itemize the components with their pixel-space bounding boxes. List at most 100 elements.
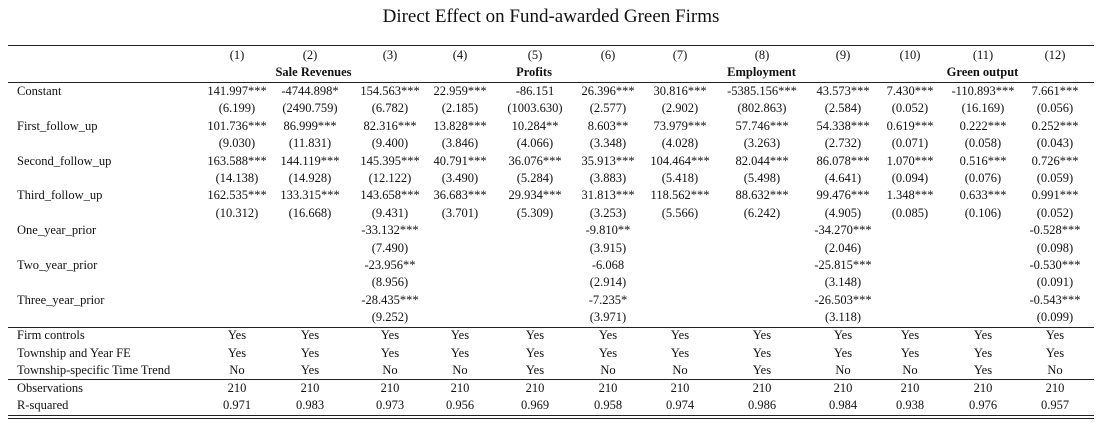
cell-se: (802.863) — [737, 101, 787, 116]
cell-se: (2.902) — [661, 101, 699, 116]
cell: 0.984 — [828, 398, 858, 413]
cell-se: (5.309) — [516, 205, 554, 220]
cell-se: (2.185) — [441, 101, 479, 116]
cell: 0.516*** — [959, 153, 1007, 168]
cell-se: (11.831) — [288, 136, 332, 151]
cell: Yes — [450, 328, 470, 343]
cell-se: (2490.759) — [282, 101, 338, 116]
cell: Yes — [380, 345, 400, 360]
cell-se: (0.071) — [891, 136, 929, 151]
cell: 88.632*** — [735, 188, 789, 203]
cell: No — [672, 362, 688, 377]
cell: -34.270*** — [814, 223, 872, 238]
cell: 210 — [752, 380, 772, 395]
cell: 0.938 — [895, 398, 925, 413]
cell: 210 — [380, 380, 400, 395]
cell: Yes — [670, 345, 690, 360]
cell-se: (9.030) — [218, 136, 256, 151]
cell: 210 — [300, 380, 320, 395]
cell: -4744.898* — [281, 84, 339, 98]
cell: 29.934*** — [508, 188, 562, 203]
cell: 210 — [598, 380, 618, 395]
column-number: (10) — [899, 48, 921, 62]
cell: Yes — [973, 345, 993, 360]
cell-se: (3.263) — [743, 136, 781, 151]
cell: No — [229, 362, 245, 377]
cell: Yes — [525, 345, 545, 360]
cell: 0.252*** — [1031, 118, 1079, 133]
cell: 35.913*** — [581, 153, 635, 168]
cell: 26.396*** — [581, 84, 635, 98]
cell-se: (1003.630) — [507, 101, 563, 116]
cell: 0.971 — [222, 398, 252, 413]
cell-se: (5.418) — [661, 171, 699, 185]
group-header: Green output — [946, 65, 1019, 79]
rule — [8, 379, 1094, 381]
cell: 210 — [1045, 380, 1065, 395]
column-number: (11) — [972, 48, 994, 62]
cell: 143.658*** — [360, 188, 420, 203]
cell-se: (9.252) — [371, 310, 409, 325]
cell: 0.958 — [593, 398, 623, 413]
cell: -86.151 — [515, 84, 555, 98]
cell-se: (0.106) — [964, 205, 1002, 220]
cell: Yes — [752, 362, 772, 377]
cell: -28.435*** — [361, 292, 419, 307]
cell: 57.746*** — [735, 118, 789, 133]
cell-se: (0.052) — [1036, 205, 1074, 220]
cell-se: (2.046) — [824, 240, 862, 255]
cell-se: (3.971) — [589, 310, 627, 325]
cell: -110.893*** — [951, 84, 1015, 98]
cell: 8.603** — [587, 118, 629, 133]
cell-se: (6.199) — [218, 101, 256, 116]
column-number: (2) — [302, 48, 318, 62]
cell: 13.828*** — [433, 118, 487, 133]
column-number: (4) — [452, 48, 468, 62]
cell: -0.530*** — [1029, 258, 1081, 272]
cell-se: (10.312) — [215, 205, 259, 220]
cell-se: (3.846) — [441, 136, 479, 151]
cell-se: (3.915) — [589, 240, 627, 255]
cell: 0.983 — [295, 398, 325, 413]
cell: 0.619*** — [886, 118, 934, 133]
cell: 101.736*** — [207, 118, 267, 133]
cell: Yes — [752, 328, 772, 343]
cell: Yes — [525, 328, 545, 343]
cell-se: (0.052) — [891, 101, 929, 116]
cell-se: (0.058) — [964, 136, 1002, 151]
cell: Yes — [833, 328, 853, 343]
cell: -9.810** — [585, 223, 631, 238]
cell: 82.316*** — [363, 118, 417, 133]
row-label: Observations — [17, 380, 83, 395]
cell: 40.791*** — [433, 153, 487, 168]
cell: -23.956** — [364, 258, 416, 272]
cell: -0.528*** — [1029, 223, 1081, 238]
cell: No — [600, 362, 616, 377]
row-label: Third_follow_up — [17, 188, 103, 203]
cell: No — [382, 362, 398, 377]
rule — [8, 326, 1094, 328]
row-label: Second_follow_up — [17, 153, 112, 168]
cell: Yes — [598, 345, 618, 360]
cell: -7.235* — [588, 292, 628, 307]
cell: Yes — [670, 328, 690, 343]
cell: 0.986 — [747, 398, 777, 413]
rule — [8, 82, 1094, 83]
table-title: Direct Effect on Fund-awarded Green Firm… — [382, 6, 720, 27]
rule — [8, 414, 1094, 416]
cell: No — [1047, 362, 1063, 377]
cell-se: (2.577) — [589, 101, 627, 116]
cell: 0.957 — [1040, 398, 1070, 413]
cell-se: (0.059) — [1036, 171, 1074, 185]
cell-se: (5.284) — [516, 171, 554, 185]
cell-se: (0.043) — [1036, 136, 1074, 151]
column-number: (3) — [382, 48, 398, 62]
cell-se: (3.348) — [589, 136, 627, 151]
row-label: Township and Year FE — [17, 345, 131, 360]
column-number: (5) — [527, 48, 543, 62]
cell: Yes — [227, 345, 247, 360]
cell: 141.997*** — [207, 84, 267, 98]
cell: Yes — [973, 362, 993, 377]
cell-se: (2.584) — [824, 101, 862, 116]
cell: 36.076*** — [508, 153, 562, 168]
